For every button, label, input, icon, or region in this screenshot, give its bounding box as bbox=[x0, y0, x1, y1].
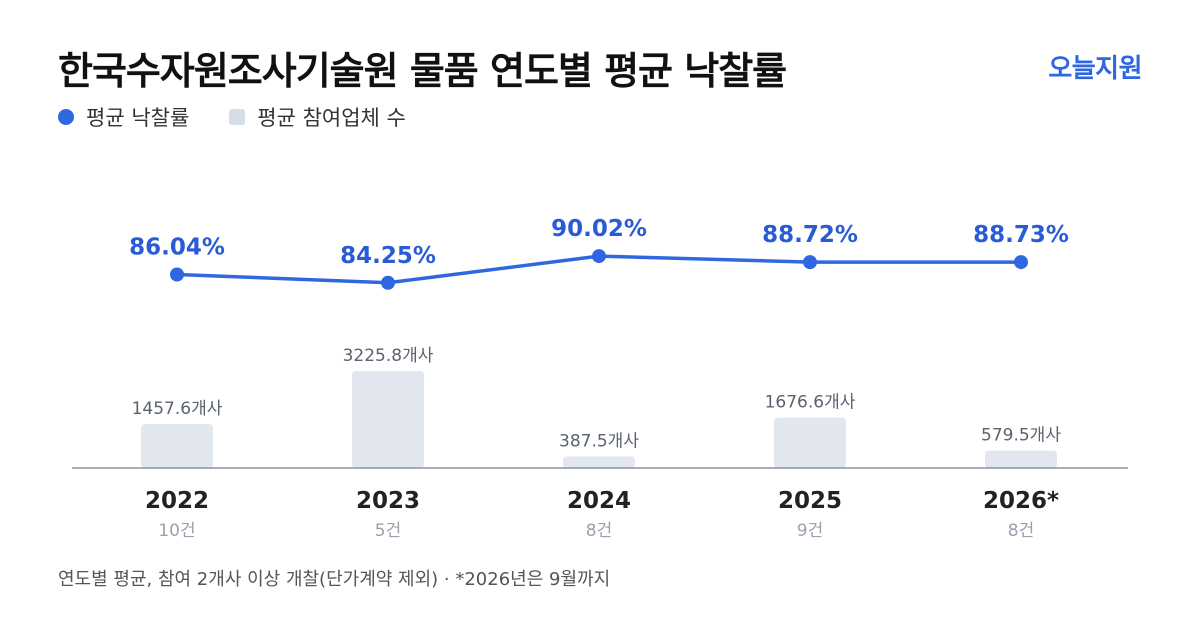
x-sub-label: 8건 bbox=[1008, 521, 1034, 541]
bar-label: 579.5개사 bbox=[981, 426, 1061, 446]
rate-point-2024 bbox=[592, 249, 606, 264]
page-title: 한국수자원조사기술원 물품 연도별 평균 낙찰률 bbox=[58, 49, 787, 93]
bar-2023 bbox=[352, 371, 424, 468]
rate-point-2022 bbox=[170, 267, 184, 282]
rate-label: 88.73% bbox=[973, 222, 1069, 248]
legend-dot-icon bbox=[58, 109, 74, 125]
rate-point-2023 bbox=[381, 275, 395, 290]
bar-2026 bbox=[985, 450, 1057, 468]
bar-label: 3225.8개사 bbox=[343, 346, 434, 366]
legend-label-count: 평균 참여업체 수 bbox=[257, 106, 406, 130]
rate-point-2025 bbox=[803, 255, 817, 270]
x-sub-label: 9건 bbox=[797, 521, 823, 541]
bar-label: 387.5개사 bbox=[559, 431, 639, 451]
rate-label: 84.25% bbox=[340, 243, 436, 269]
chart-legend: 평균 낙찰률 평균 참여업체 수 bbox=[58, 102, 446, 132]
bar-label: 1676.6개사 bbox=[765, 393, 856, 413]
bar-2025 bbox=[774, 417, 846, 468]
x-sub-label: 8건 bbox=[586, 521, 612, 541]
legend-item-count: 평균 참여업체 수 bbox=[229, 102, 406, 132]
legend-label-rate: 평균 낙찰률 bbox=[86, 106, 190, 130]
x-sub-label: 10건 bbox=[158, 521, 195, 541]
chart-footnote: 연도별 평균, 참여 2개사 이상 개찰(단가계약 제외) · *2026년은 … bbox=[58, 569, 611, 590]
legend-square-icon bbox=[229, 109, 246, 125]
brand-logo[interactable]: 오늘지원 bbox=[1048, 54, 1142, 84]
x-tick-label: 2022 bbox=[145, 488, 209, 514]
rate-point-2026 bbox=[1014, 255, 1028, 270]
legend-item-rate: 평균 낙찰률 bbox=[58, 102, 189, 132]
rate-label: 86.04% bbox=[129, 235, 225, 261]
bar-label: 1457.6개사 bbox=[132, 399, 223, 419]
bar-2024 bbox=[563, 456, 635, 468]
x-tick-label: 2023 bbox=[356, 488, 420, 514]
rate-label: 88.72% bbox=[762, 222, 858, 248]
x-sub-label: 5건 bbox=[375, 521, 401, 541]
x-tick-label: 2024 bbox=[567, 488, 631, 514]
x-tick-label: 2025 bbox=[778, 488, 842, 514]
bar-2022 bbox=[141, 424, 213, 468]
x-tick-label: 2026* bbox=[983, 488, 1059, 514]
rate-label: 90.02% bbox=[551, 216, 647, 242]
